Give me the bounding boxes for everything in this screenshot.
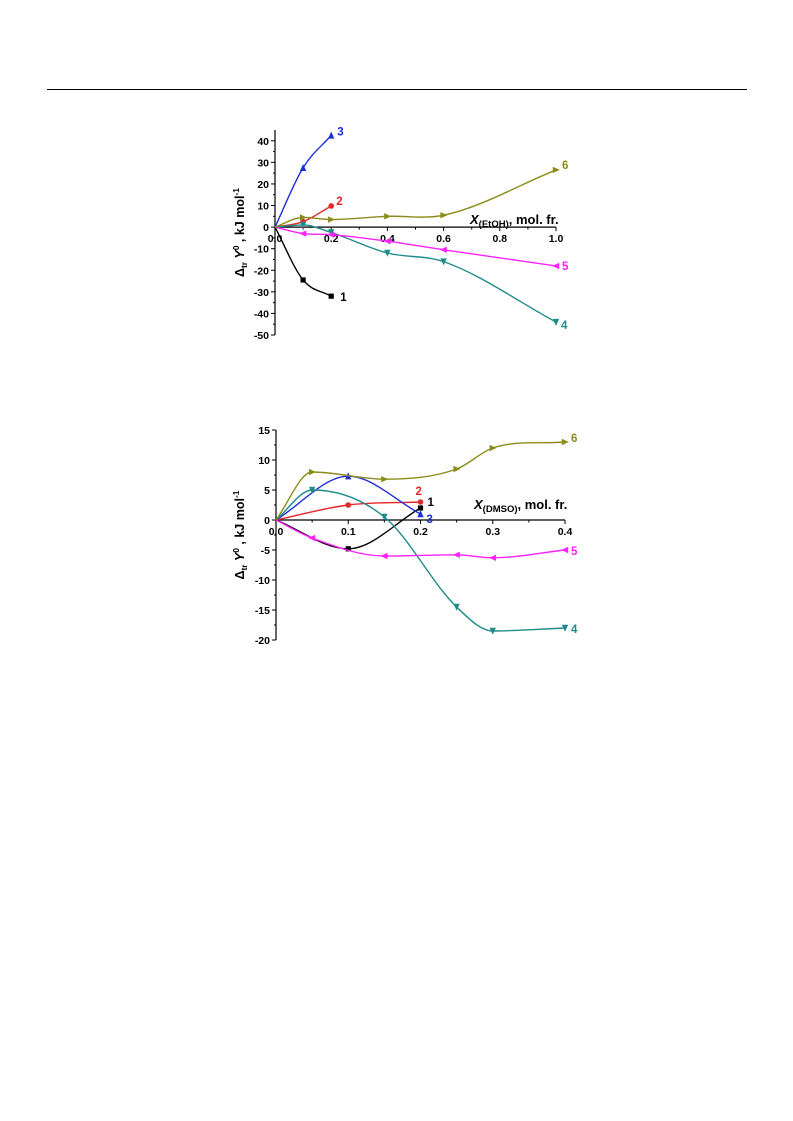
etoh-series-1-label: 1 (340, 292, 347, 304)
etoh-series-1-line (274, 226, 332, 297)
etoh-series-5-label: 5 (562, 261, 569, 273)
etoh-series-4-label: 4 (561, 320, 568, 332)
etoh-series-6-point (440, 212, 448, 219)
etoh-series-5-line (274, 226, 557, 267)
etoh-series-4-point (440, 258, 447, 266)
etoh-series-6-point (299, 214, 307, 221)
dmso-series-4-point (453, 603, 460, 611)
chart-etoh: 40 30 20 10 0 -10 -20 -30 -40 -50 0.0 0.2 0.4 0.6 0.8 1… (231, 126, 569, 342)
etoh-y-tick-label: 10 (257, 201, 269, 213)
etoh-y-tick-label: 20 (257, 179, 269, 191)
dmso-series-4-label: 4 (571, 624, 578, 636)
dmso-series-5-point (380, 552, 388, 560)
etoh-series-5-point (299, 230, 307, 237)
etoh-series-2-label: 2 (336, 196, 342, 208)
dmso-series-4-point (308, 486, 316, 494)
etoh-series-1-point (328, 293, 334, 299)
dmso-series-3-point (417, 510, 424, 518)
dmso-series-1-point (345, 546, 351, 552)
etoh-series-6-label: 6 (562, 160, 568, 172)
dmso-series-3-label: 3 (427, 514, 433, 526)
dmso-y-tick-label: -10 (255, 575, 270, 587)
etoh-series-3-point (328, 131, 335, 139)
etoh-series-5-point (383, 237, 391, 245)
dmso-series-6-label: 6 (571, 433, 577, 445)
etoh-x-tick-label: 0.4 (380, 233, 395, 245)
dmso-series-5-label: 5 (571, 546, 578, 558)
dmso-y-tick-label: 15 (258, 425, 270, 437)
dmso-series-6-point (561, 438, 569, 446)
dmso-y-tick-label: 5 (264, 485, 270, 497)
dmso-x-tick-label: 0.4 (558, 526, 573, 538)
dmso-series-2-point (345, 502, 352, 508)
dmso-x-tick-label: 0.3 (485, 526, 500, 538)
etoh-y-axis-label: Δtr Y0 , kJ mol-1 (231, 188, 249, 277)
dmso-series-6-point (489, 444, 497, 452)
dmso-y-axis-label: Δtr Y0 , kJ mol-1 (231, 490, 249, 579)
etoh-y-tick-label: 0 (263, 222, 269, 234)
etoh-series-2-point (328, 203, 335, 209)
etoh-x-tick-label: 0.8 (492, 233, 507, 245)
dmso-x-tick-label: 0.0 (269, 526, 284, 538)
dmso-y-tick-label: -15 (255, 605, 270, 617)
etoh-series-5-point (552, 262, 560, 270)
dmso-series-5-point (561, 546, 569, 554)
etoh-series-5-point (327, 231, 335, 238)
etoh-y-tick-label: -50 (254, 330, 269, 342)
dmso-y-tick-label: -5 (261, 545, 270, 557)
etoh-series-1-point (300, 277, 306, 283)
etoh-x-tick-label: 1.0 (549, 233, 564, 245)
etoh-series-3-line (274, 134, 332, 228)
etoh-series-5-point (439, 246, 447, 253)
etoh-series-6-point (552, 166, 560, 174)
etoh-series-3-point (299, 163, 307, 171)
dmso-x-axis-label: X(DMSO), mol. fr. (473, 497, 567, 515)
dmso-y-tick-label: 10 (258, 455, 270, 467)
dmso-series-4-point (381, 513, 388, 521)
etoh-x-axis-label: X(EtOH), mol. fr. (469, 212, 559, 230)
dmso-series-5-point (452, 551, 460, 558)
etoh-series-4-point (299, 221, 307, 229)
etoh-series-4-point (552, 318, 560, 326)
etoh-series-3-label: 3 (337, 126, 343, 138)
dmso-series-4-point (561, 624, 569, 632)
etoh-x-tick-label: 0.0 (268, 233, 283, 245)
dmso-series-5-point (488, 554, 496, 561)
dmso-y-tick-label: 0 (264, 515, 270, 527)
etoh-x-tick-label: 0.6 (436, 233, 451, 245)
page-header-rule (47, 89, 747, 90)
etoh-y-tick-label: -30 (254, 287, 269, 299)
etoh-series-4-point (328, 229, 335, 237)
etoh-series-6-point (384, 213, 392, 220)
dmso-series-6-line (275, 441, 566, 521)
dmso-series-1-label: 1 (428, 497, 435, 509)
dmso-series-2-point (417, 499, 424, 505)
etoh-y-tick-label: -20 (254, 265, 269, 277)
dmso-series-2-label: 2 (416, 486, 422, 498)
etoh-y-tick-label: 30 (257, 157, 269, 169)
etoh-series-4-line (274, 224, 557, 323)
dmso-x-tick-label: 0.1 (341, 526, 356, 538)
etoh-x-tick-label: 0.2 (324, 233, 339, 245)
dmso-series-1-point (417, 505, 424, 511)
dmso-series-6-point (453, 465, 461, 473)
dmso-series-6-point (308, 468, 316, 476)
etoh-y-tick-label: 40 (257, 136, 269, 148)
dmso-series-5-point (308, 534, 316, 542)
dmso-y-tick-label: -20 (255, 635, 270, 647)
etoh-series-4-point (384, 249, 391, 257)
etoh-y-tick-label: -10 (254, 244, 269, 256)
dmso-series-4-point (489, 627, 496, 635)
etoh-series-6-point (328, 216, 335, 223)
etoh-y-tick-label: -40 (254, 308, 269, 320)
dmso-x-tick-label: 0.2 (413, 526, 428, 538)
dmso-series-6-point (381, 476, 389, 483)
